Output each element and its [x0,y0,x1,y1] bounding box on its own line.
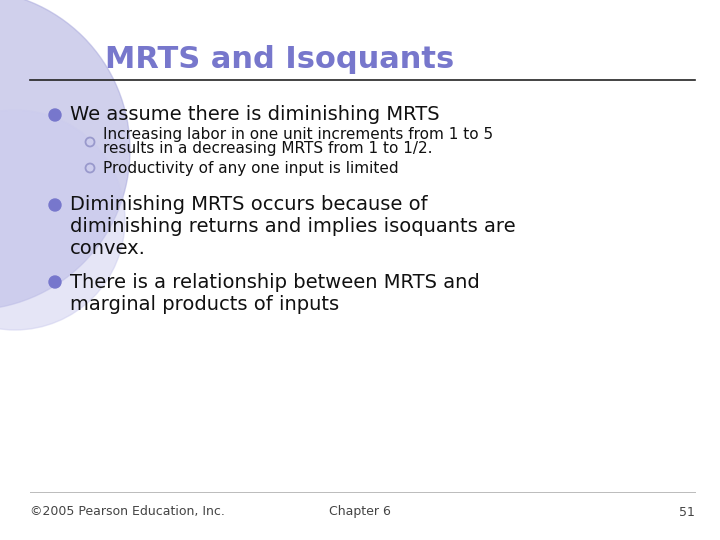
Circle shape [49,276,61,288]
Text: Diminishing MRTS occurs because of: Diminishing MRTS occurs because of [70,195,428,214]
Text: Productivity of any one input is limited: Productivity of any one input is limited [103,160,399,176]
Text: diminishing returns and implies isoquants are: diminishing returns and implies isoquant… [70,218,516,237]
Circle shape [0,110,125,330]
Text: results in a decreasing MRTS from 1 to 1/2.: results in a decreasing MRTS from 1 to 1… [103,141,433,157]
Circle shape [49,199,61,211]
Text: marginal products of inputs: marginal products of inputs [70,294,339,314]
Text: There is a relationship between MRTS and: There is a relationship between MRTS and [70,273,480,292]
Text: convex.: convex. [70,240,146,259]
Circle shape [0,0,130,310]
Text: ©2005 Pearson Education, Inc.: ©2005 Pearson Education, Inc. [30,505,225,518]
Text: Chapter 6: Chapter 6 [329,505,391,518]
Text: We assume there is diminishing MRTS: We assume there is diminishing MRTS [70,105,440,125]
Text: MRTS and Isoquants: MRTS and Isoquants [105,45,454,75]
Text: 51: 51 [679,505,695,518]
Circle shape [49,109,61,121]
Text: Increasing labor in one unit increments from 1 to 5: Increasing labor in one unit increments … [103,127,493,143]
